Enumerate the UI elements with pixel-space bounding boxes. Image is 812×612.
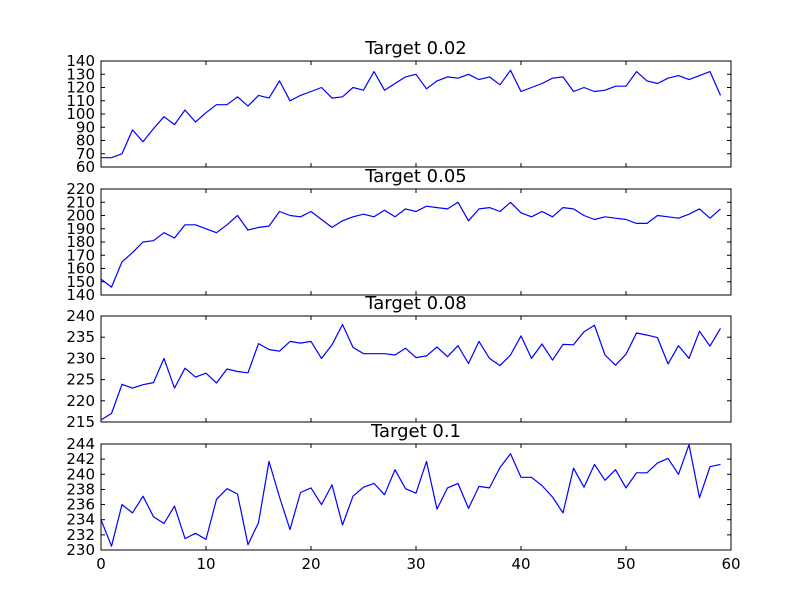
y-tick-label: 80 [76, 132, 95, 150]
y-tick-label: 60 [76, 158, 95, 176]
y-tick-label: 170 [66, 246, 95, 264]
x-tick-label: 10 [196, 555, 215, 573]
y-tick-label: 220 [66, 392, 95, 410]
subplot-panels: Target 0.0260708090100110120130140Target… [66, 38, 740, 573]
y-tick-label: 234 [66, 511, 95, 529]
y-tick-label: 236 [66, 496, 95, 514]
y-tick-label: 150 [66, 273, 95, 291]
y-tick-label: 120 [66, 79, 95, 97]
y-tick-label: 220 [66, 180, 95, 198]
subplot-title: Target 0.02 [364, 38, 467, 59]
y-tick-label: 242 [66, 450, 95, 468]
y-tick-label: 190 [66, 220, 95, 238]
y-tick-label: 100 [66, 105, 95, 123]
y-tick-label: 140 [66, 286, 95, 304]
plot-frame [100, 188, 732, 296]
y-tick-label: 90 [76, 118, 95, 136]
y-tick-label: 70 [76, 145, 95, 163]
y-tick-label: 235 [66, 328, 95, 346]
x-tick-label: 0 [96, 555, 106, 573]
series-line [100, 323, 722, 421]
series-line [101, 69, 722, 159]
y-tick-label: 240 [66, 307, 95, 325]
series-line [100, 201, 721, 288]
y-tick-label: 238 [66, 480, 95, 498]
y-tick-label: 230 [66, 541, 95, 559]
x-tick-label: 30 [406, 555, 425, 573]
plot-frame [100, 315, 732, 423]
x-tick-label: 60 [721, 555, 740, 573]
x-tick-label: 50 [616, 555, 635, 573]
y-tick-label: 130 [66, 65, 95, 83]
plot-frame [100, 443, 732, 551]
x-tick-label: 40 [511, 555, 530, 573]
y-tick-label: 215 [66, 413, 95, 431]
subplot-title: Target 0.05 [364, 166, 467, 187]
y-tick-label: 230 [66, 349, 95, 367]
subplot-title: Target 0.08 [364, 293, 467, 314]
y-tick-label: 200 [66, 207, 95, 225]
y-tick-label: 160 [66, 260, 95, 278]
subplot-title: Target 0.1 [370, 421, 461, 442]
y-tick-label: 180 [66, 233, 95, 251]
y-tick-label: 232 [66, 526, 95, 544]
y-tick-label: 140 [66, 52, 95, 70]
subplot-3: Target 0.08 215 220 225 230 235 240 [66, 293, 732, 431]
y-tick-label: 210 [66, 193, 95, 211]
y-tick-label: 225 [66, 371, 95, 389]
series-line [100, 444, 721, 547]
y-tick-label: 244 [66, 435, 95, 453]
y-tick-label: 110 [66, 92, 95, 110]
x-tick-label: 20 [301, 555, 320, 573]
plot-frame [100, 60, 732, 168]
y-tick-label: 240 [66, 465, 95, 483]
